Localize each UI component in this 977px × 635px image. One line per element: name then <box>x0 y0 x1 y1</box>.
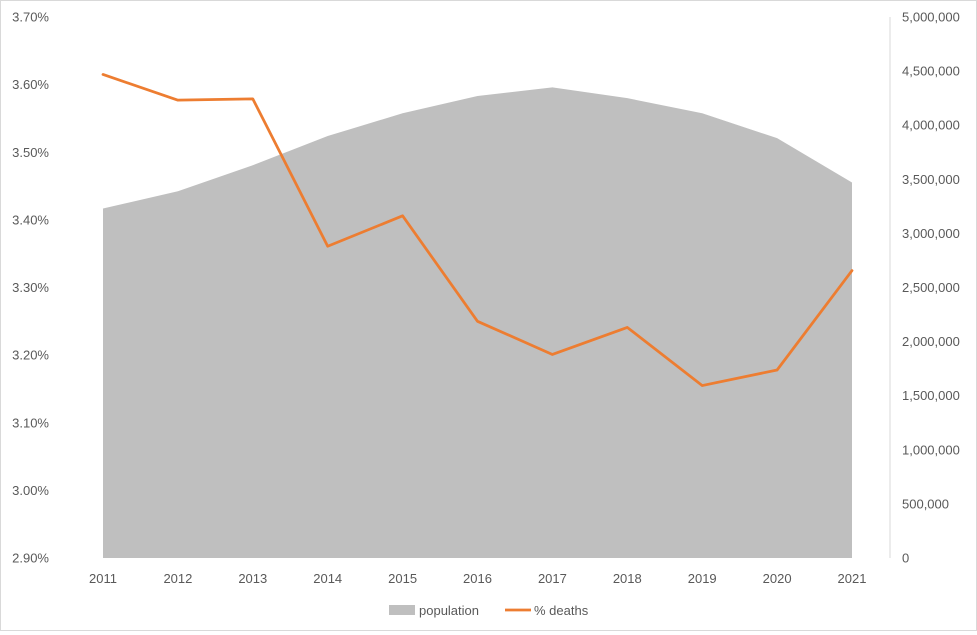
right-tick-label: 1,000,000 <box>902 442 960 457</box>
right-tick-label: 3,500,000 <box>902 172 960 187</box>
x-tick-label: 2016 <box>463 571 492 586</box>
left-tick-label: 3.50% <box>12 145 49 160</box>
right-axis-tick-labels: 0 500,000 1,000,000 1,500,000 2,000,000 2,500… <box>902 10 960 566</box>
x-tick-label: 2021 <box>838 571 867 586</box>
right-tick-label: 2,000,000 <box>902 334 960 349</box>
right-tick-label: 1,500,000 <box>902 388 960 403</box>
right-tick-label: 2,500,000 <box>902 280 960 295</box>
left-tick-label: 3.00% <box>12 483 49 498</box>
right-tick-label: 4,000,000 <box>902 118 960 133</box>
x-tick-label: 2011 <box>89 571 117 586</box>
x-tick-label: 2019 <box>688 571 717 586</box>
x-axis-tick-labels: 2011 2012 2013 2014 2015 2016 2017 2018 2019 2020… <box>89 571 866 586</box>
right-tick-label: 500,000 <box>902 496 949 511</box>
right-tick-label: 0 <box>902 551 909 566</box>
x-tick-label: 2020 <box>763 571 792 586</box>
right-tick-label: 3,000,000 <box>902 226 960 241</box>
right-tick-label: 5,000,000 <box>902 10 960 25</box>
left-axis-tick-labels: 2.90% 3.00% 3.10% 3.20% 3.30% 3.40% 3.50% 3.60%… <box>12 10 49 566</box>
legend-swatch-population <box>389 605 415 615</box>
left-tick-label: 3.10% <box>12 415 49 430</box>
x-tick-label: 2012 <box>163 571 192 586</box>
x-tick-label: 2017 <box>538 571 567 586</box>
x-tick-label: 2013 <box>238 571 267 586</box>
legend: population % deaths <box>389 603 589 618</box>
legend-label-population: population <box>419 603 479 618</box>
x-tick-label: 2015 <box>388 571 417 586</box>
x-tick-label: 2014 <box>313 571 342 586</box>
legend-label-deaths: % deaths <box>534 603 589 618</box>
left-tick-label: 2.90% <box>12 551 49 566</box>
left-tick-label: 3.60% <box>12 77 49 92</box>
x-tick-label: 2018 <box>613 571 642 586</box>
left-tick-label: 3.40% <box>12 212 49 227</box>
left-tick-label: 3.30% <box>12 280 49 295</box>
left-tick-label: 3.70% <box>12 10 49 25</box>
right-tick-label: 4,500,000 <box>902 64 960 79</box>
left-tick-label: 3.20% <box>12 348 49 363</box>
